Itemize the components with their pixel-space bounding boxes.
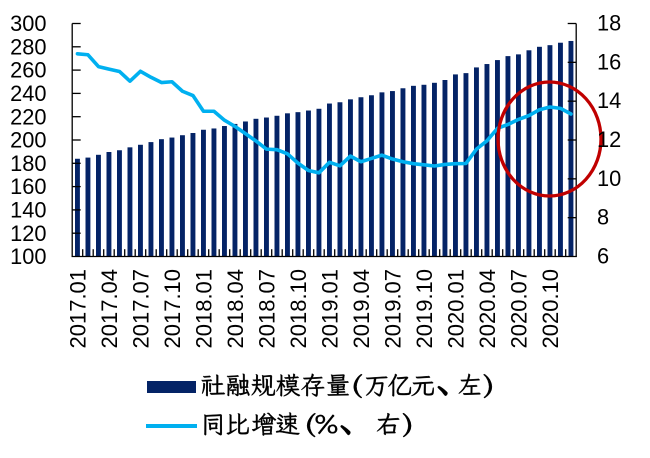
svg-text:2017.04: 2017.04 [97,269,122,349]
svg-text:300: 300 [10,11,46,36]
svg-text:260: 260 [10,58,46,83]
svg-text:200: 200 [10,128,46,153]
svg-text:2018.07: 2018.07 [254,269,279,349]
svg-text:2019.10: 2019.10 [412,269,437,349]
svg-text:240: 240 [10,81,46,106]
svg-text:6: 6 [597,244,609,269]
svg-text:2020.10: 2020.10 [538,269,563,349]
svg-text:2017.10: 2017.10 [160,269,185,349]
svg-text:220: 220 [10,104,46,129]
svg-text:140: 140 [10,198,46,223]
svg-text:120: 120 [10,221,46,246]
svg-text:16: 16 [597,49,621,74]
svg-text:18: 18 [597,11,621,36]
svg-text:2019.01: 2019.01 [317,269,342,349]
svg-text:280: 280 [10,34,46,59]
svg-text:14: 14 [597,88,621,113]
svg-text:2017.01: 2017.01 [65,269,90,349]
svg-text:2017.07: 2017.07 [128,269,153,349]
svg-text:12: 12 [597,127,621,152]
svg-text:8: 8 [597,205,609,230]
svg-text:2018.04: 2018.04 [223,269,248,349]
svg-text:10: 10 [597,166,621,191]
svg-text:2019.04: 2019.04 [349,269,374,349]
svg-text:2019.07: 2019.07 [380,269,405,349]
svg-text:2020.07: 2020.07 [506,269,531,349]
svg-text:160: 160 [10,174,46,199]
svg-text:2020.01: 2020.01 [443,269,468,349]
svg-text:2018.10: 2018.10 [286,269,311,349]
svg-text:180: 180 [10,151,46,176]
svg-text:2020.04: 2020.04 [475,269,500,349]
svg-text:2018.01: 2018.01 [191,269,216,349]
svg-text:100: 100 [10,244,46,269]
